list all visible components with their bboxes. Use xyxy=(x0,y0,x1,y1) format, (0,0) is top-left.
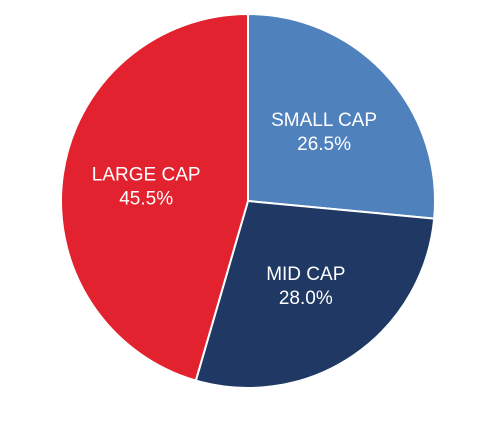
pie-slice-large-cap xyxy=(60,13,249,382)
slice-value-small-cap: 26.5% xyxy=(297,134,351,155)
slice-value-large-cap: 45.5% xyxy=(119,189,173,210)
pie-slice-mid-cap xyxy=(194,200,436,389)
pie-labels: SMALL CAP 26.5% MID CAP 28.0% LARGE CAP 45.5% xyxy=(92,110,377,309)
slice-value-mid-cap: 28.0% xyxy=(279,288,333,309)
slice-label-large-cap: LARGE CAP xyxy=(92,165,201,186)
pie-slices xyxy=(60,13,436,389)
slice-label-small-cap: SMALL CAP xyxy=(271,110,377,131)
slice-label-mid-cap: MID CAP xyxy=(266,264,345,285)
pie-slice-small-cap xyxy=(247,13,436,220)
